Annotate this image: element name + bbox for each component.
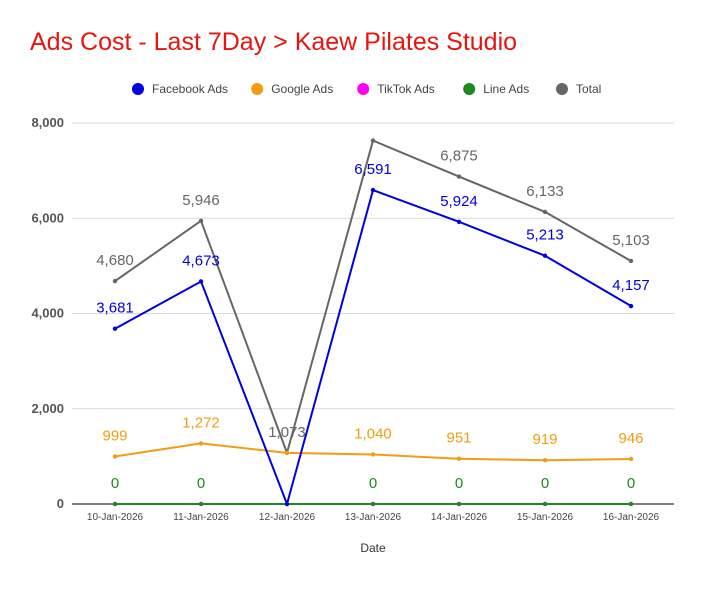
data-point xyxy=(456,219,462,225)
legend-label: Total xyxy=(576,82,601,96)
data-label: 1,272 xyxy=(182,414,220,431)
x-axis-title: Date xyxy=(360,541,386,555)
data-point xyxy=(542,253,548,258)
data-label: 0 xyxy=(627,475,635,492)
data-label: 0 xyxy=(111,475,119,492)
data-point xyxy=(370,138,376,143)
legend-label: Line Ads xyxy=(483,82,529,96)
data-point xyxy=(198,501,204,507)
data-point xyxy=(198,218,204,224)
data-point xyxy=(542,458,548,463)
data-point xyxy=(628,303,634,309)
data-label: 1,073 xyxy=(268,424,306,441)
data-label: 999 xyxy=(102,427,127,444)
data-label: 951 xyxy=(446,430,471,447)
legend-marker xyxy=(357,83,370,95)
data-point xyxy=(284,501,290,507)
chart-title: Ads Cost - Last 7Day > Kaew Pilates Stud… xyxy=(30,28,518,56)
data-label: 3,681 xyxy=(96,300,134,317)
data-point xyxy=(284,450,290,456)
data-point xyxy=(112,278,118,284)
data-point xyxy=(370,452,376,457)
data-label: 4,680 xyxy=(96,252,134,269)
data-label: 6,591 xyxy=(354,161,392,178)
data-point xyxy=(198,441,204,446)
legend-label: TikTok Ads xyxy=(377,82,435,96)
data-point xyxy=(542,209,548,215)
y-tick-label: 6,000 xyxy=(31,210,64,225)
y-tick-label: 0 xyxy=(57,496,64,511)
data-point xyxy=(370,501,376,507)
data-label: 5,946 xyxy=(182,192,220,209)
x-tick-label: 11-Jan-2026 xyxy=(173,512,229,523)
x-tick-label: 13-Jan-2026 xyxy=(345,512,402,523)
x-tick-label: 12-Jan-2026 xyxy=(259,512,316,523)
data-label: 946 xyxy=(618,430,643,447)
data-label: 5,924 xyxy=(440,193,478,210)
legend-marker xyxy=(251,83,264,95)
x-tick-label: 15-Jan-2026 xyxy=(517,512,574,523)
data-label: 0 xyxy=(541,475,549,492)
data-label: 4,157 xyxy=(612,277,650,294)
data-label: 5,213 xyxy=(526,227,564,244)
data-point xyxy=(456,174,462,179)
data-label: 1,040 xyxy=(354,425,392,442)
data-point xyxy=(628,456,634,462)
data-point xyxy=(456,501,462,507)
data-point xyxy=(112,454,118,459)
data-label: 919 xyxy=(532,431,557,448)
data-point xyxy=(456,456,462,461)
legend-marker xyxy=(463,83,476,95)
y-tick-label: 8,000 xyxy=(31,115,64,130)
data-label: 0 xyxy=(455,475,463,492)
x-tick-label: 10-Jan-2026 xyxy=(87,512,144,523)
legend-label: Google Ads xyxy=(271,82,333,96)
data-label: 5,103 xyxy=(612,232,650,249)
legend-marker xyxy=(132,83,144,95)
data-point xyxy=(112,326,118,331)
x-tick-label: 16-Jan-2026 xyxy=(603,512,660,523)
data-point xyxy=(370,187,376,193)
data-label: 6,875 xyxy=(440,148,478,165)
data-label: 0 xyxy=(369,475,377,492)
data-point xyxy=(198,279,204,284)
data-label: 0 xyxy=(197,475,205,492)
legend-label: Facebook Ads xyxy=(152,82,228,96)
y-tick-label: 4,000 xyxy=(31,306,64,321)
data-point xyxy=(542,501,548,507)
legend-marker xyxy=(556,83,568,95)
y-tick-label: 2,000 xyxy=(31,401,64,416)
data-label: 4,673 xyxy=(182,252,220,269)
data-point xyxy=(628,258,634,264)
data-label: 6,133 xyxy=(526,183,564,200)
x-tick-label: 14-Jan-2026 xyxy=(431,512,488,523)
data-point xyxy=(112,501,118,507)
data-point xyxy=(628,501,634,507)
